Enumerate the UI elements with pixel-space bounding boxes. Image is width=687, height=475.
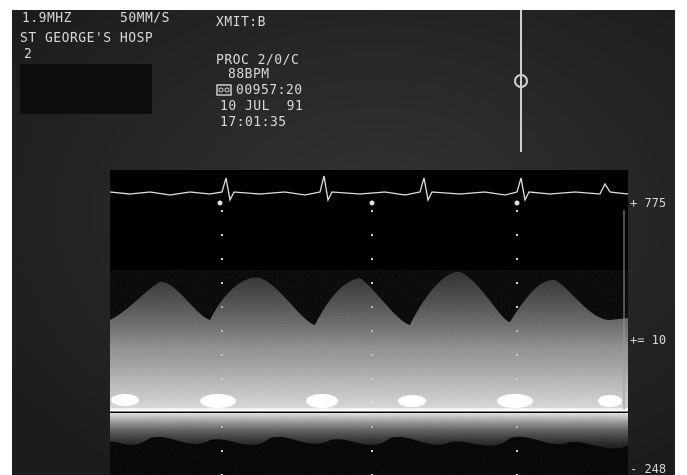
channel-label: 2 — [24, 47, 33, 62]
photo-border-top — [0, 0, 687, 10]
proc-label: PROC 2/0/C — [216, 53, 300, 68]
hospital-label: ST GEORGE'S HOSP — [20, 31, 154, 46]
scale-top-label: + 775 — [630, 196, 667, 210]
tape-icon — [216, 84, 232, 96]
ecg-trace — [110, 175, 628, 203]
scale-bottom-label: - 248 — [630, 462, 667, 475]
photo-border-left — [0, 0, 12, 475]
redacted-patient-box — [20, 64, 152, 114]
cursor-marker — [514, 74, 528, 88]
transmit-label: XMIT:B — [216, 15, 266, 30]
doppler-spectrum — [110, 170, 628, 475]
scale-zero-label: += 10 — [630, 333, 667, 347]
bpm-label: 88BPM — [228, 67, 270, 82]
photo-border-right — [675, 0, 687, 475]
frame-counter: 00957:20 — [236, 83, 303, 98]
frequency-label: 1.9MHZ — [22, 11, 72, 26]
date-label: 10 JUL 91 — [220, 99, 304, 114]
sweep-label: 50MM/S — [120, 11, 170, 26]
time-label: 17:01:35 — [220, 115, 287, 130]
